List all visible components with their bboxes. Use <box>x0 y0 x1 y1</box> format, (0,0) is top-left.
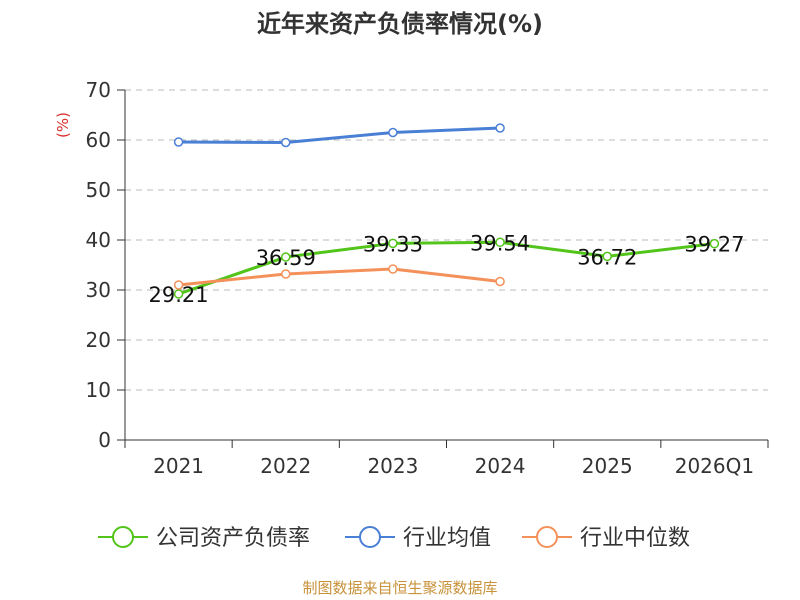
data-point <box>709 238 720 249</box>
series-line <box>178 240 715 296</box>
data-point <box>495 276 505 287</box>
data-point <box>173 280 184 290</box>
data-point <box>281 137 291 148</box>
legend-label: 公司资产负债率 <box>156 526 310 551</box>
legend-marker <box>536 526 558 548</box>
legend-label: 行业均值 <box>403 526 491 551</box>
data-label: 39.27 <box>684 233 744 257</box>
legend-marker <box>359 526 381 548</box>
data-point <box>388 264 398 274</box>
x-tick-label: 2021 <box>153 454 204 478</box>
data-labels: 29.21 36.59 39.33 39.54 36.72 39.27 <box>149 231 745 307</box>
x-tick-label: 2025 <box>582 454 633 478</box>
y-axis-unit: (%) <box>54 112 72 138</box>
data-label: 36.72 <box>577 245 637 269</box>
data-point <box>388 127 398 138</box>
data-point <box>173 137 184 147</box>
data-point <box>602 251 612 262</box>
y-tick-label: 60 <box>86 128 111 152</box>
data-label: 39.33 <box>363 232 423 256</box>
series-lines <box>173 123 720 299</box>
legend-label: 行业中位数 <box>580 526 690 551</box>
y-tick-label: 0 <box>98 428 111 452</box>
legend-marker <box>112 526 134 548</box>
x-tick-label: 2026Q1 <box>675 454 754 478</box>
data-point <box>495 237 505 248</box>
data-label: 39.54 <box>470 231 530 255</box>
x-tick-label: 2023 <box>367 454 418 478</box>
x-tick-label: 2022 <box>260 454 311 478</box>
chart-title: 近年来资产负债率情况(%) <box>257 10 543 38</box>
series-line <box>178 267 501 287</box>
y-tick-label: 40 <box>86 228 111 252</box>
data-point <box>495 123 505 133</box>
data-label: 36.59 <box>256 246 316 270</box>
data-point <box>281 252 291 262</box>
series-line <box>178 126 501 144</box>
y-tick-label: 10 <box>86 378 111 402</box>
y-tick-label: 70 <box>86 78 111 102</box>
y-tick-label: 20 <box>86 328 111 352</box>
x-tick-label: 2024 <box>475 454 526 478</box>
data-point <box>388 238 398 249</box>
y-tick-label: 50 <box>86 178 111 202</box>
data-label: 29.21 <box>149 283 209 307</box>
legend: 公司资产负债率 行业均值 行业中位数 <box>98 526 690 551</box>
data-point <box>281 269 291 279</box>
y-tick-label: 30 <box>86 278 111 302</box>
grid-lines <box>125 89 768 391</box>
data-point <box>173 289 184 299</box>
axes: 0 10 20 30 40 50 60 70 2021 2022 2023 2024 2025 2026Q… <box>86 78 769 478</box>
source-note: 制图数据来自恒生聚源数据库 <box>302 579 497 597</box>
